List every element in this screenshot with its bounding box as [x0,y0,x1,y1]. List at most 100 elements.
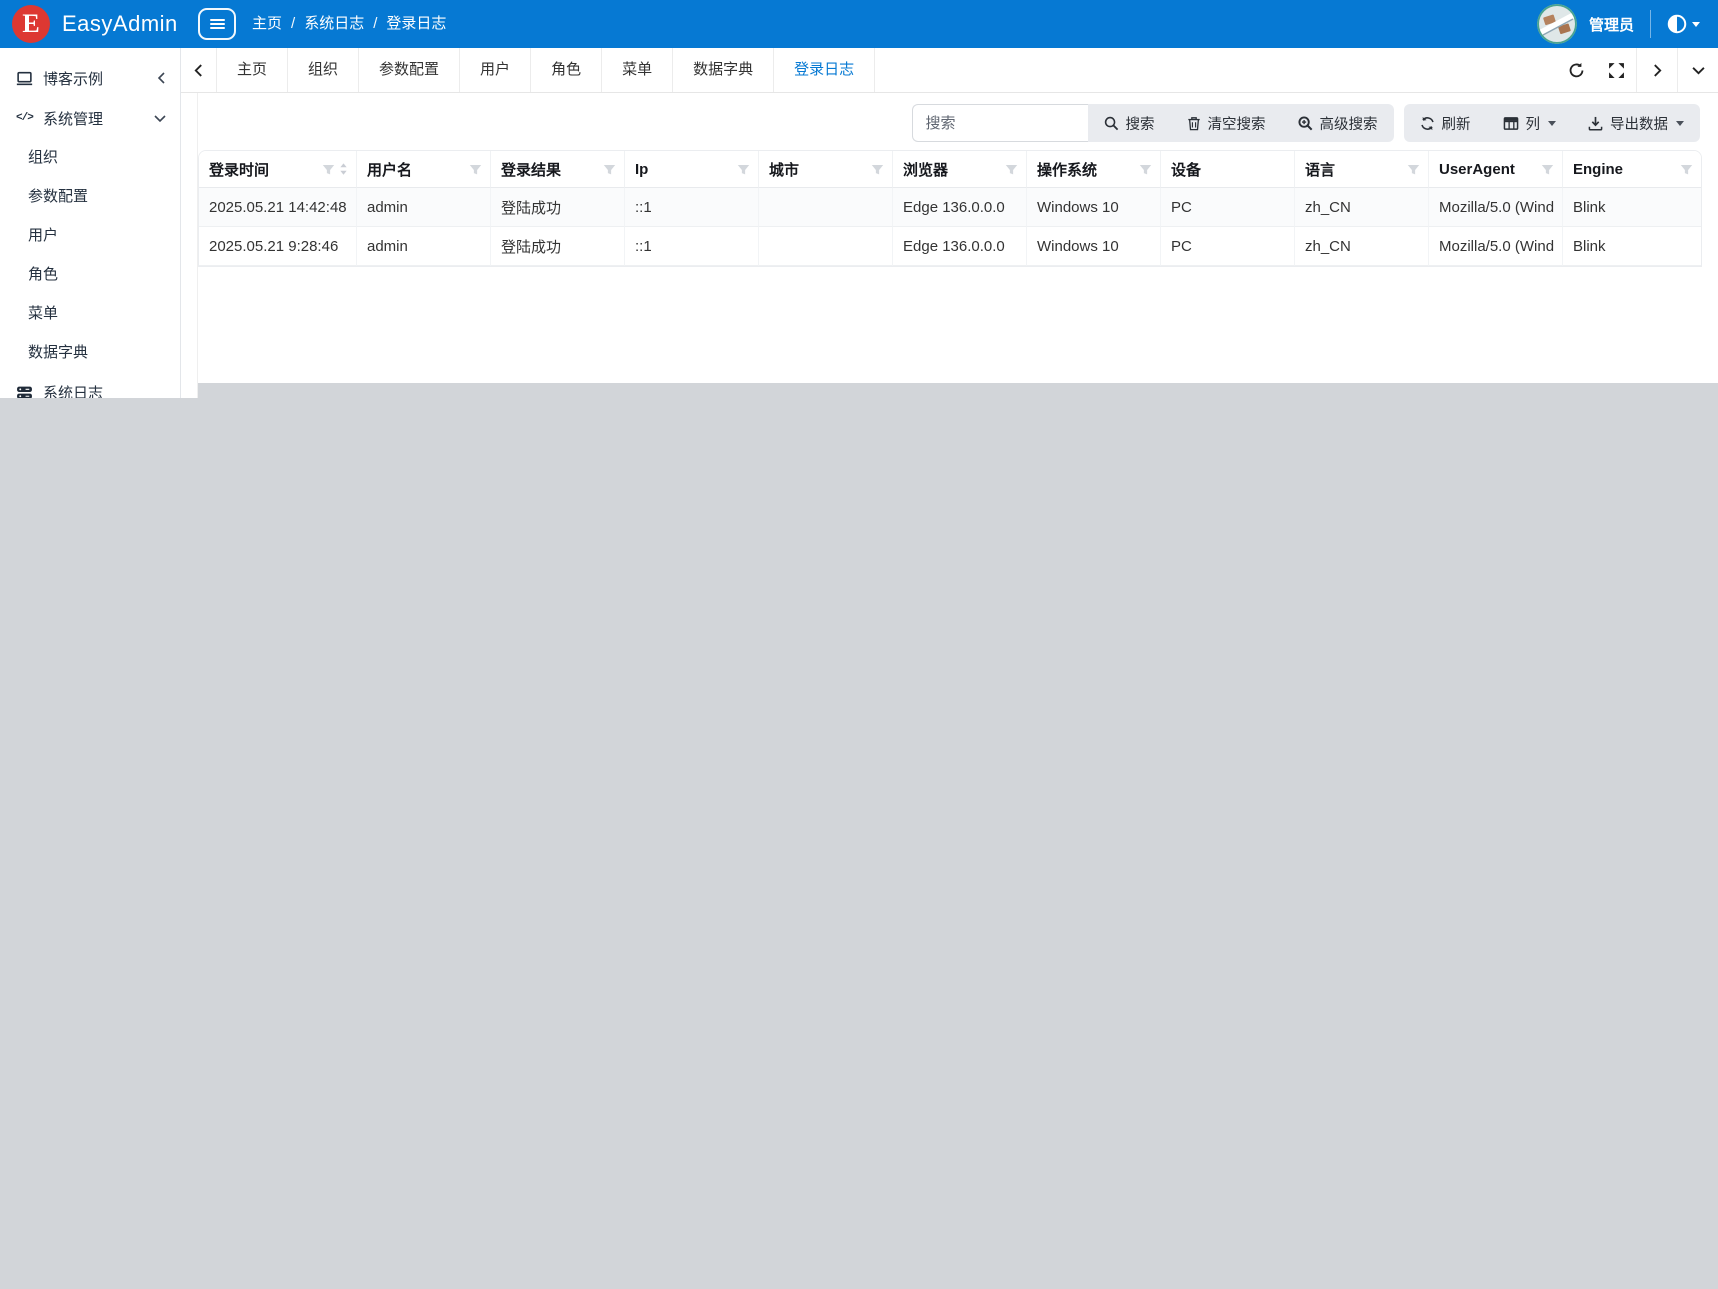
filter-icon[interactable] [737,163,750,176]
clear-search-button[interactable]: 清空搜索 [1171,104,1282,142]
sidebar-subitem[interactable]: 参数配置 [28,188,89,205]
table-row: 2025.05.21 14:42:48 admin 登陆成功::1 Edge 136.… [199,188,1701,227]
table-cell: ::1 [625,188,759,227]
table-cell: admin [357,188,491,227]
column-header[interactable]: 用户名 [357,151,491,188]
tab[interactable]: 主页 [217,48,289,92]
table-row: 2025.05.21 9:28:46 admin 登陆成功::1 Edge 136.0… [199,227,1701,266]
table-cell: PC [1161,227,1295,266]
search-icon [1104,116,1118,130]
chevron-left-icon [194,63,202,77]
tab-scroll-right-button[interactable] [1637,48,1677,92]
filter-icon[interactable] [322,163,335,176]
advanced-search-button[interactable]: 高级搜索 [1282,104,1394,142]
sidebar-subitem[interactable]: 用户 [28,227,59,244]
tab[interactable]: 数据字典 [673,48,775,92]
clear-search-button-label: 清空搜索 [1207,116,1266,133]
advanced-search-button-label: 高级搜索 [1319,116,1378,133]
export-data-button[interactable]: 导出数据 [1572,104,1700,142]
column-header[interactable]: 设备 [1161,151,1295,188]
tabbar-divider [1636,48,1637,92]
search-button[interactable]: 搜索 [1088,104,1171,142]
column-header[interactable]: UserAgent [1429,151,1563,188]
refresh-icon [1420,116,1434,130]
column-header-label: UserAgent [1439,160,1515,178]
sidebar-subitem[interactable]: 组织 [28,149,59,166]
filter-icon[interactable] [1005,163,1018,176]
tab[interactable]: 菜单 [602,48,674,92]
sort-icon[interactable] [339,162,348,176]
columns-button-label: 列 [1525,116,1541,133]
hamburger-icon [209,17,225,31]
filter-icon[interactable] [603,163,616,176]
table-header-row: 登录时间 用户名 登录结果 Ip 城市 浏览器 操作系统 设备 语言 UserAgent Engin… [199,151,1701,188]
filter-icon[interactable] [1680,163,1693,176]
caret-down-icon [1692,21,1700,27]
trash-icon [1187,116,1200,130]
filter-icon[interactable] [1139,163,1152,176]
breadcrumb-item[interactable]: 主页 [252,15,283,32]
breadcrumb: 主页 / 系统日志 / 登录日志 [252,0,446,48]
breadcrumb-item[interactable]: 登录日志 [386,15,447,32]
sidebar-item-label: 系统日志 [43,384,104,399]
column-header[interactable]: 城市 [759,151,893,188]
tab[interactable]: 用户 [460,48,532,92]
breadcrumb-separator: / [291,15,296,32]
refresh-button[interactable]: 刷新 [1404,104,1487,142]
column-header-label: 操作系统 [1037,161,1098,179]
chevron-right-icon [1653,63,1662,77]
table-cell: 2025.05.21 14:42:48 [199,188,357,227]
search-input[interactable] [911,104,1088,142]
caret-down-icon [1548,120,1556,126]
columns-button[interactable]: 列 [1487,104,1573,142]
avatar[interactable] [1536,4,1577,44]
filter-icon[interactable] [871,163,884,176]
sidebar-item-system-log[interactable]: 系统日志 [0,372,180,398]
tab-controls [1556,48,1718,92]
username[interactable]: 管理员 [1588,16,1634,34]
table-cell: PC [1161,188,1295,227]
tab-menu-button[interactable] [1678,48,1718,92]
column-header[interactable]: 浏览器 [893,151,1027,188]
fullscreen-icon [1608,62,1624,78]
tab[interactable]: 角色 [531,48,603,92]
column-header-label: 城市 [769,161,800,179]
column-header-label: 用户名 [367,161,413,179]
table-cell [759,227,893,266]
filter-icon[interactable] [469,163,482,176]
column-header[interactable]: 操作系统 [1027,151,1161,188]
sidebar-toggle-button[interactable] [198,8,236,40]
table-toolbar: 搜索 清空搜索 高级搜索 [911,104,1700,142]
column-header[interactable]: 语言 [1295,151,1429,188]
table-cell: Mozilla/5.0 (Wind [1429,227,1563,266]
tab[interactable]: 组织 [288,48,360,92]
table-cell: 2025.05.21 9:28:46 [199,227,357,266]
sidebar-item-blog-demo[interactable]: 博客示例 [0,58,180,98]
tab-refresh-button[interactable] [1556,48,1596,92]
column-header[interactable]: Engine [1563,151,1701,188]
tab[interactable]: 参数配置 [359,48,461,92]
logo-letter: E [22,9,40,38]
chevron-down-icon [1691,66,1705,75]
sidebar-item-system-manage[interactable]: </> 系统管理 [0,98,180,138]
download-icon [1588,116,1603,131]
table-cell: Edge 136.0.0.0 [893,188,1027,227]
column-header[interactable]: 登录结果 [491,151,625,188]
filter-icon[interactable] [1407,163,1420,176]
filter-icon[interactable] [1541,163,1554,176]
column-header[interactable]: 登录时间 [199,151,357,188]
column-header[interactable]: Ip [625,151,759,188]
tab-active[interactable]: 登录日志 [774,48,876,92]
breadcrumb-item[interactable]: 系统日志 [304,15,365,32]
sidebar-subitem[interactable]: 角色 [28,266,59,283]
theme-toggle[interactable] [1667,14,1700,34]
column-header-label: Ip [635,160,649,178]
table-cell: Blink [1563,188,1701,227]
sidebar-subitem[interactable]: 数据字典 [28,344,89,361]
search-button-label: 搜索 [1125,116,1155,133]
chevron-left-icon [157,72,166,84]
tab-scroll-left-button[interactable] [181,48,217,92]
theme-half-circle-icon [1667,14,1687,34]
sidebar-subitem[interactable]: 菜单 [28,305,59,322]
fullscreen-button[interactable] [1596,48,1636,92]
